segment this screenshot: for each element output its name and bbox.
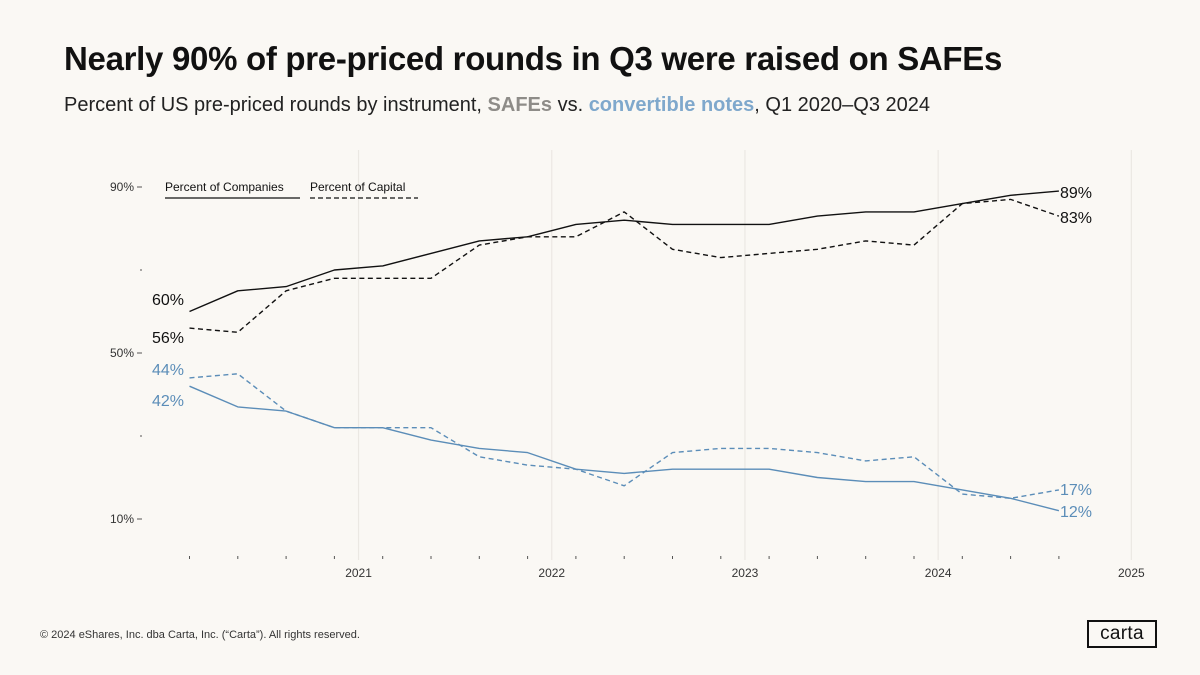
safes-companies-start-label: 60% [152, 292, 184, 309]
footer-copyright: © 2024 eShares, Inc. dba Carta, Inc. (“C… [40, 629, 360, 641]
x-tick-label: 2025 [1118, 566, 1145, 580]
x-tick-label: 2023 [732, 566, 759, 580]
notes-capital-line [189, 373, 1060, 499]
carta-logo[interactable]: carta [1087, 620, 1157, 648]
subtitle-vs: vs. [557, 94, 584, 116]
safes-capital-end-label: 83% [1060, 210, 1092, 227]
x-tick-label: 2022 [538, 566, 565, 580]
notes-companies-line [189, 385, 1060, 512]
notes-capital-end-label: 17% [1060, 482, 1092, 499]
safes-capital-start-label: 56% [152, 330, 184, 347]
safes-companies-line [189, 190, 1059, 313]
notes-companies-start-label: 42% [152, 393, 184, 410]
chart-subtitle: Percent of US pre-priced rounds by instr… [64, 94, 930, 117]
y-tick-label: 50% [110, 346, 134, 360]
subtitle-notes-label: convertible notes [588, 94, 755, 116]
y-tick-label: 10% [110, 512, 134, 526]
legend-label-companies: Percent of Companies [165, 180, 284, 194]
y-tick-label: 90% [110, 180, 134, 194]
x-tick-label: 2021 [345, 566, 372, 580]
subtitle-safes-label: SAFEs [487, 94, 552, 116]
safes-capital-line [189, 198, 1060, 333]
legend-label-capital: Percent of Capital [310, 180, 405, 194]
subtitle-suffix: , Q1 2020–Q3 2024 [754, 94, 930, 116]
safes-companies-end-label: 89% [1060, 185, 1092, 202]
subtitle-prefix: Percent of US pre-priced rounds by instr… [64, 94, 482, 116]
chart-title: Nearly 90% of pre-priced rounds in Q3 we… [64, 40, 1003, 77]
notes-capital-start-label: 44% [152, 362, 184, 379]
notes-companies-end-label: 12% [1060, 504, 1092, 521]
x-tick-label: 2024 [925, 566, 952, 580]
